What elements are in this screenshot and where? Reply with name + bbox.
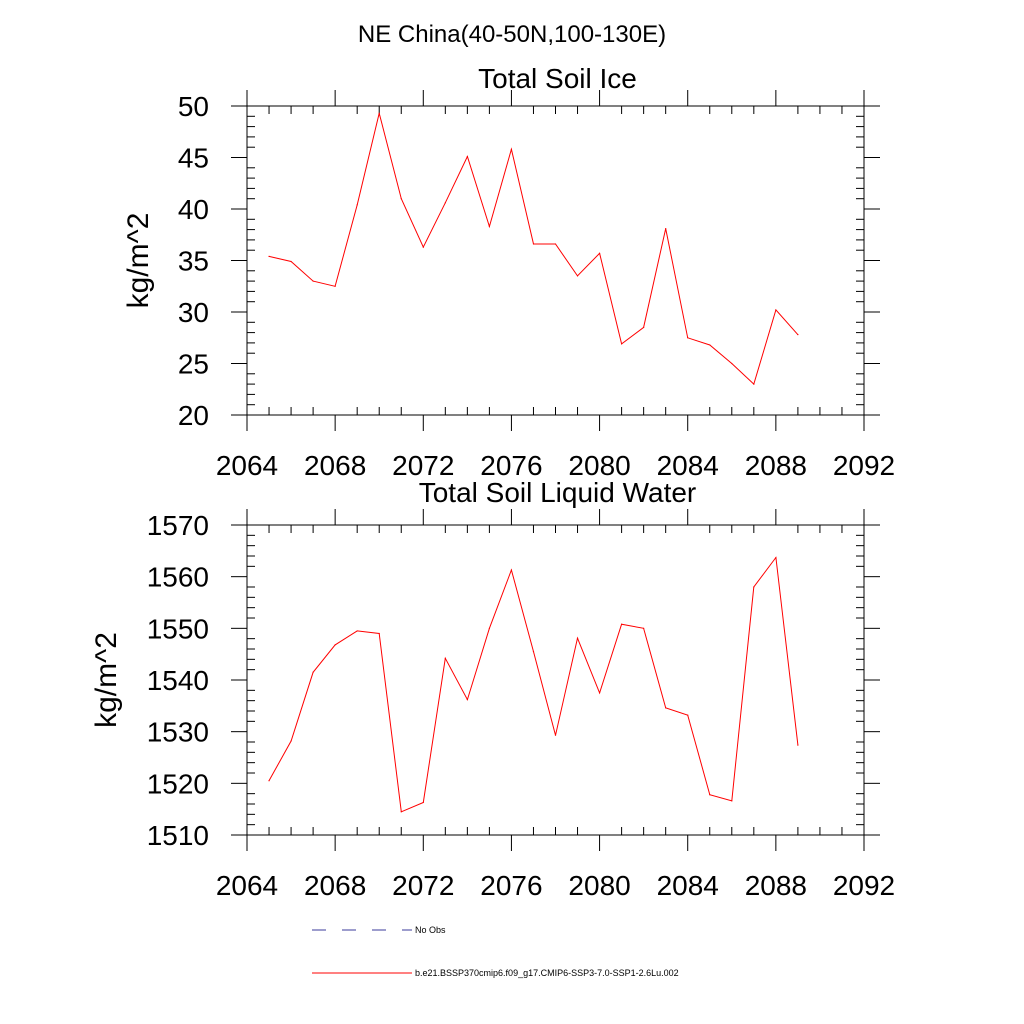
y-axis-label: kg/m^2 — [122, 213, 155, 309]
data-point — [312, 671, 314, 673]
data-point — [797, 334, 799, 336]
y-tick-label: 1520 — [147, 768, 209, 799]
data-point — [444, 657, 446, 659]
legend: No Obs b.e21.BSSP370cmip6.f09_g17.CMIP6-… — [312, 925, 679, 978]
data-point — [290, 740, 292, 742]
data-point — [709, 794, 711, 796]
x-tick-label: 2080 — [568, 870, 630, 901]
x-tick-label: 2088 — [745, 870, 807, 901]
data-point — [576, 275, 579, 277]
y-tick-label: 50 — [178, 91, 209, 122]
data-point — [775, 556, 777, 559]
x-tick-label: 2064 — [216, 450, 278, 481]
y-tick-label: 1530 — [147, 717, 209, 748]
data-point — [598, 692, 601, 694]
data-point — [268, 780, 270, 782]
x-tick-label: 2068 — [304, 870, 366, 901]
plot-frame — [246, 524, 865, 836]
x-tick-label: 2084 — [657, 450, 719, 481]
x-tick-label: 2068 — [304, 450, 366, 481]
data-point — [709, 344, 711, 346]
series-line — [268, 113, 799, 386]
y-tick-label: 1560 — [147, 562, 209, 593]
y-tick-label: 45 — [178, 143, 209, 174]
y-tick-label: 1550 — [147, 613, 209, 644]
data-point — [797, 744, 799, 746]
data-point — [356, 204, 358, 206]
data-point — [488, 225, 490, 228]
data-point — [643, 627, 645, 629]
data-point — [334, 285, 336, 287]
data-point — [576, 637, 579, 639]
data-point — [731, 362, 733, 365]
data-point — [665, 227, 667, 230]
chart-title: Total Soil Liquid Water — [419, 477, 697, 508]
x-tick-label: 2084 — [657, 870, 719, 901]
data-point — [422, 801, 424, 804]
data-point — [444, 202, 446, 204]
data-point — [598, 252, 601, 254]
data-point — [687, 714, 689, 716]
x-tick-label: 2088 — [745, 450, 807, 481]
data-point — [356, 630, 358, 632]
data-point — [466, 699, 468, 701]
panel-total-soil-liquid-water: Total Soil Liquid Water kg/m^2 1510 1520 153… — [90, 477, 895, 901]
data-point — [400, 811, 402, 813]
data-point — [753, 586, 755, 588]
data-point — [621, 343, 623, 345]
chart-title: Total Soil Ice — [478, 63, 637, 94]
data-point — [488, 627, 490, 629]
x-tick-label: 2072 — [392, 450, 454, 481]
y-tick-label: 30 — [178, 297, 209, 328]
data-point — [687, 337, 689, 339]
data-point — [290, 260, 292, 263]
data-point — [400, 198, 402, 200]
data-point — [532, 650, 535, 653]
data-point — [268, 255, 270, 257]
y-tick-label: 40 — [178, 194, 209, 225]
data-point — [554, 734, 557, 736]
data-point — [510, 569, 513, 571]
y-tick-label: 35 — [178, 246, 209, 277]
data-point — [731, 800, 733, 802]
y-tick-label: 20 — [178, 400, 209, 431]
x-tick-label: 2092 — [833, 870, 895, 901]
x-tick-label: 2080 — [568, 450, 630, 481]
panel-total-soil-ice: Total Soil Ice kg/m^2 20 25 30 35 40 45 50 2064 20… — [122, 63, 895, 481]
data-point — [621, 623, 623, 625]
x-tick-label: 2076 — [480, 870, 542, 901]
y-tick-label: 1540 — [147, 665, 209, 696]
data-point — [753, 383, 755, 385]
data-point — [466, 155, 468, 158]
data-point — [554, 243, 557, 245]
data-point — [775, 309, 777, 311]
legend-model-label: b.e21.BSSP370cmip6.f09_g17.CMIP6-SSP3-7.… — [415, 968, 679, 978]
y-tick-label: 1570 — [147, 510, 209, 541]
data-point — [510, 148, 513, 150]
data-point — [665, 707, 667, 709]
y-tick-label: 25 — [178, 349, 209, 380]
series-line — [268, 556, 799, 813]
page-title: NE China(40-50N,100-130E) — [358, 21, 666, 48]
plot-frame — [246, 105, 865, 416]
y-axis-label: kg/m^2 — [90, 632, 123, 728]
data-point — [643, 326, 645, 329]
x-tick-label: 2092 — [833, 450, 895, 481]
x-tick-label: 2076 — [480, 450, 542, 481]
x-tick-label: 2064 — [216, 870, 278, 901]
data-point — [334, 644, 336, 646]
data-point — [312, 280, 314, 282]
y-tick-label: 1510 — [147, 820, 209, 851]
data-point — [378, 112, 380, 114]
data-point — [422, 246, 424, 248]
x-tick-label: 2072 — [392, 870, 454, 901]
data-point — [378, 632, 380, 635]
legend-obs-label: No Obs — [415, 925, 446, 935]
data-point — [532, 243, 535, 245]
